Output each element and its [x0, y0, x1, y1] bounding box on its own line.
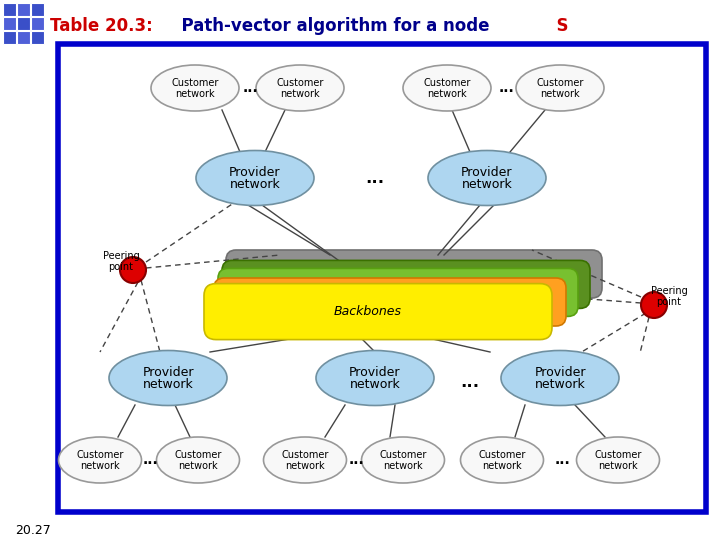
Text: Backbones: Backbones: [334, 305, 402, 318]
Ellipse shape: [461, 437, 544, 483]
Text: Customer: Customer: [536, 78, 584, 88]
Ellipse shape: [501, 350, 619, 406]
Text: network: network: [427, 89, 467, 99]
Text: Provider: Provider: [143, 367, 194, 380]
Ellipse shape: [156, 437, 240, 483]
Ellipse shape: [109, 350, 227, 406]
Text: network: network: [598, 461, 638, 471]
Text: Customer: Customer: [76, 450, 124, 460]
Text: Path-vector algorithm for a node: Path-vector algorithm for a node: [170, 17, 490, 35]
Text: Provider: Provider: [462, 166, 513, 179]
Text: Peering: Peering: [103, 251, 140, 261]
Text: Customer: Customer: [171, 78, 219, 88]
Text: network: network: [540, 89, 580, 99]
Bar: [3, 3, 16, 16]
Bar: [17, 3, 30, 16]
Text: network: network: [280, 89, 320, 99]
Text: Provider: Provider: [229, 166, 281, 179]
Bar: [17, 31, 30, 44]
Ellipse shape: [196, 151, 314, 206]
Bar: [31, 31, 44, 44]
Text: network: network: [80, 461, 120, 471]
Text: network: network: [482, 461, 522, 471]
Bar: [3, 17, 16, 30]
Text: network: network: [178, 461, 218, 471]
Ellipse shape: [151, 65, 239, 111]
Text: network: network: [383, 461, 423, 471]
Text: ...: ...: [498, 81, 514, 95]
Text: network: network: [143, 377, 194, 390]
FancyBboxPatch shape: [226, 250, 602, 298]
Text: network: network: [175, 89, 215, 99]
Bar: [31, 3, 44, 16]
Text: Customer: Customer: [478, 450, 526, 460]
Text: network: network: [230, 178, 280, 191]
Text: S: S: [545, 17, 569, 35]
Text: Customer: Customer: [282, 450, 329, 460]
Text: Customer: Customer: [174, 450, 222, 460]
Text: 20.27: 20.27: [15, 523, 50, 537]
Text: Provider: Provider: [349, 367, 401, 380]
Ellipse shape: [120, 257, 146, 283]
Text: ...: ...: [366, 169, 384, 187]
FancyBboxPatch shape: [214, 278, 566, 326]
Text: ...: ...: [348, 453, 364, 467]
Text: Provider: Provider: [534, 367, 586, 380]
Ellipse shape: [577, 437, 660, 483]
Ellipse shape: [316, 350, 434, 406]
Ellipse shape: [641, 292, 667, 318]
Text: ...: ...: [554, 453, 570, 467]
Text: Peering: Peering: [651, 286, 688, 296]
Text: Customer: Customer: [276, 78, 324, 88]
Text: point: point: [109, 262, 133, 272]
Text: Customer: Customer: [423, 78, 471, 88]
Bar: [3, 31, 16, 44]
Text: point: point: [657, 297, 682, 307]
Ellipse shape: [256, 65, 344, 111]
Text: Table 20.3:: Table 20.3:: [50, 17, 153, 35]
Bar: [17, 17, 30, 30]
Bar: [31, 17, 44, 30]
Text: Customer: Customer: [379, 450, 427, 460]
Ellipse shape: [264, 437, 346, 483]
Text: network: network: [535, 377, 585, 390]
Ellipse shape: [361, 437, 444, 483]
FancyBboxPatch shape: [58, 44, 706, 512]
Text: ...: ...: [460, 373, 480, 391]
Ellipse shape: [516, 65, 604, 111]
Ellipse shape: [428, 151, 546, 206]
Text: ...: ...: [142, 453, 158, 467]
Text: Customer: Customer: [594, 450, 642, 460]
Text: network: network: [462, 178, 513, 191]
Ellipse shape: [58, 437, 142, 483]
FancyBboxPatch shape: [222, 260, 590, 308]
Ellipse shape: [403, 65, 491, 111]
FancyBboxPatch shape: [218, 268, 578, 316]
Text: network: network: [350, 377, 400, 390]
FancyBboxPatch shape: [204, 284, 552, 340]
Text: network: network: [285, 461, 325, 471]
Text: ...: ...: [242, 81, 258, 95]
